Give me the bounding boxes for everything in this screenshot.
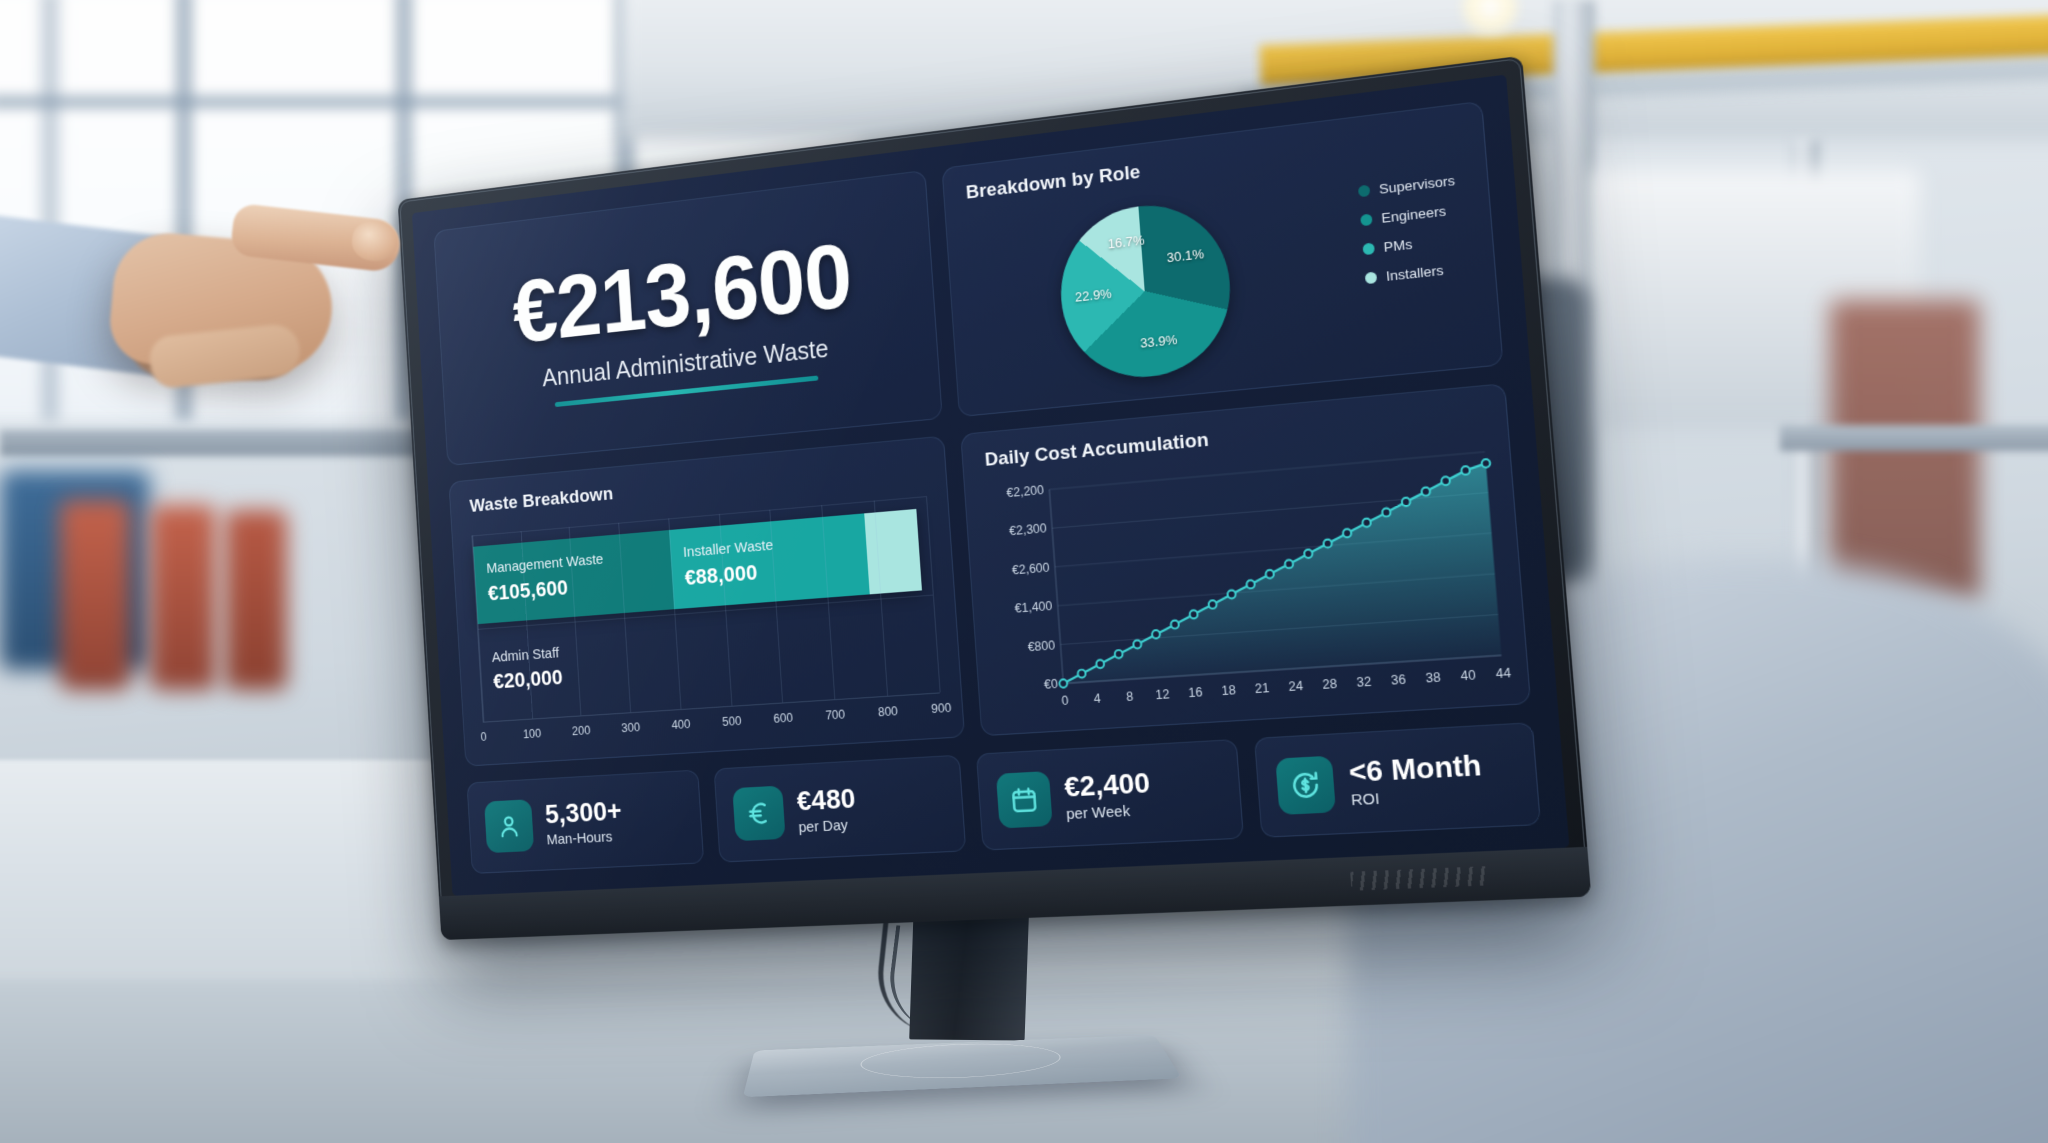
floor-equipment <box>225 510 287 690</box>
pie-card-title: Breakdown by Role <box>965 161 1142 204</box>
x-axis-tick: 800 <box>877 704 899 720</box>
bar-segment[interactable]: Installer Waste €88,000 <box>668 513 870 610</box>
kpi-card-per-week[interactable]: €2,400 per Week <box>975 738 1245 851</box>
y-axis-tick: €1,400 <box>1014 599 1053 616</box>
euro-icon <box>732 785 786 842</box>
line-y-axis: €2,200 €2,300 €2,600 €1,400 €800 €0 <box>978 483 1062 692</box>
legend-label: PMs <box>1383 236 1413 255</box>
legend-label: Supervisors <box>1378 172 1456 197</box>
y-axis-tick: €2,600 <box>1011 560 1050 578</box>
breakdown-by-role-card[interactable]: Breakdown by Role 30.1% 33.9% 22.9% 16.7… <box>941 100 1504 418</box>
ceiling-lamp <box>1455 0 1525 38</box>
waste-card-title: Waste Breakdown <box>469 483 614 517</box>
y-axis-tick: €0 <box>1043 676 1059 692</box>
x-axis-tick: 28 <box>1321 676 1338 693</box>
legend-dot-icon <box>1357 184 1371 198</box>
kpi-card-per-day[interactable]: €480 per Day <box>713 754 966 863</box>
x-axis-tick: 400 <box>671 717 691 733</box>
monitor-bezel: €213,600 Annual Administrative Waste Bre… <box>397 55 1592 941</box>
kpi-sublabel: per Day <box>798 816 849 837</box>
kpi-text: 5,300+ Man-Hours <box>544 795 623 849</box>
pie-chart-wrap: 30.1% 33.9% 22.9% 16.7% <box>1039 185 1253 394</box>
legend-item-engineers[interactable]: Engineers <box>1359 202 1458 229</box>
x-axis-tick: 44 <box>1495 665 1512 682</box>
x-axis-tick: 16 <box>1187 684 1204 701</box>
line-chart-svg <box>1050 452 1502 684</box>
kpi-sublabel: per Week <box>1065 802 1131 824</box>
x-axis-tick: 40 <box>1460 667 1477 684</box>
x-axis-tick: 100 <box>522 726 542 742</box>
x-axis-tick: 32 <box>1356 674 1372 690</box>
bar-segment-value: €105,600 <box>487 575 569 606</box>
legend-dot-icon <box>1359 213 1373 227</box>
legend-label: Installers <box>1385 262 1445 285</box>
y-axis-tick: €800 <box>1027 637 1056 654</box>
x-axis-tick: 700 <box>824 707 846 723</box>
kpi-sublabel: ROI <box>1350 789 1381 810</box>
kpi-value: <6 Month <box>1347 748 1483 789</box>
kpi-value: 5,300+ <box>544 795 623 830</box>
kpi-text: €2,400 per Week <box>1063 766 1152 824</box>
floor-equipment <box>150 505 216 690</box>
safety-rail <box>1780 425 2048 451</box>
daily-cost-accumulation-card[interactable]: Daily Cost Accumulation €2,200 €2,300 €2,6… <box>960 383 1532 737</box>
legend-label: Engineers <box>1380 203 1447 226</box>
x-axis-tick: 300 <box>620 720 641 736</box>
legend-item-installers[interactable]: Installers <box>1364 260 1462 286</box>
hero-kpi-card[interactable]: €213,600 Annual Administrative Waste <box>433 169 944 466</box>
waste-breakdown-card[interactable]: Waste Breakdown Management Waste €105,600… <box>448 435 966 767</box>
kpi-sublabel: Man-Hours <box>546 828 613 849</box>
floor-equipment <box>60 500 130 690</box>
kpi-card-roi[interactable]: <6 Month ROI <box>1254 722 1542 838</box>
bar-segment-label: Installer Waste <box>682 536 774 561</box>
x-axis-tick: 500 <box>721 714 742 729</box>
legend-item-pms[interactable]: PMs <box>1362 231 1460 257</box>
kpi-value: €2,400 <box>1063 766 1152 803</box>
x-axis-tick: 0 <box>1061 693 1069 709</box>
admin-staff-label: Admin Staff <box>491 644 560 666</box>
x-axis-tick: 21 <box>1254 680 1270 697</box>
legend-dot-icon <box>1364 271 1377 285</box>
x-axis-tick: 900 <box>930 700 952 717</box>
x-axis-tick: 600 <box>773 710 794 726</box>
waste-bar-plot-area: Management Waste €105,600 Installer Waste €… <box>471 495 942 723</box>
monitor-screen: €213,600 Annual Administrative Waste Bre… <box>411 74 1570 896</box>
pie-legend: Supervisors Engineers PMs Installers <box>1357 173 1462 287</box>
bar-segment-label: Management Waste <box>485 551 604 577</box>
kpi-card-man-hours[interactable]: 5,300+ Man-Hours <box>466 769 704 874</box>
calendar-icon <box>995 771 1053 829</box>
speaker-vents <box>1350 866 1492 891</box>
y-axis-tick: €2,200 <box>1006 482 1045 501</box>
x-axis-tick: 8 <box>1125 689 1134 705</box>
legend-item-supervisors[interactable]: Supervisors <box>1357 173 1455 200</box>
line-card-title: Daily Cost Accumulation <box>984 429 1210 471</box>
x-axis-tick: 38 <box>1425 669 1442 686</box>
dollar-circle-icon <box>1275 755 1337 815</box>
bar-segment[interactable] <box>863 508 923 595</box>
x-axis-tick: 4 <box>1093 691 1102 707</box>
x-axis-tick: 0 <box>480 730 488 744</box>
kpi-text: <6 Month ROI <box>1347 748 1484 810</box>
dashboard: €213,600 Annual Administrative Waste Bre… <box>412 75 1570 896</box>
x-axis-tick: 24 <box>1288 678 1304 695</box>
stacked-bar[interactable]: Management Waste €105,600 Installer Waste €… <box>473 508 923 625</box>
line-plot-area[interactable] <box>1050 452 1502 684</box>
x-axis-tick: 12 <box>1154 687 1171 703</box>
kpi-text: €480 per Day <box>795 782 858 837</box>
x-axis-tick: 18 <box>1220 682 1237 699</box>
y-axis-tick: €2,300 <box>1008 521 1048 539</box>
kpi-value: €480 <box>795 782 857 817</box>
x-axis-tick: 36 <box>1390 672 1407 688</box>
x-axis-tick: 200 <box>571 723 591 739</box>
monitor-stand-base <box>742 1034 1182 1098</box>
user-icon <box>484 799 535 854</box>
legend-dot-icon <box>1362 242 1375 256</box>
